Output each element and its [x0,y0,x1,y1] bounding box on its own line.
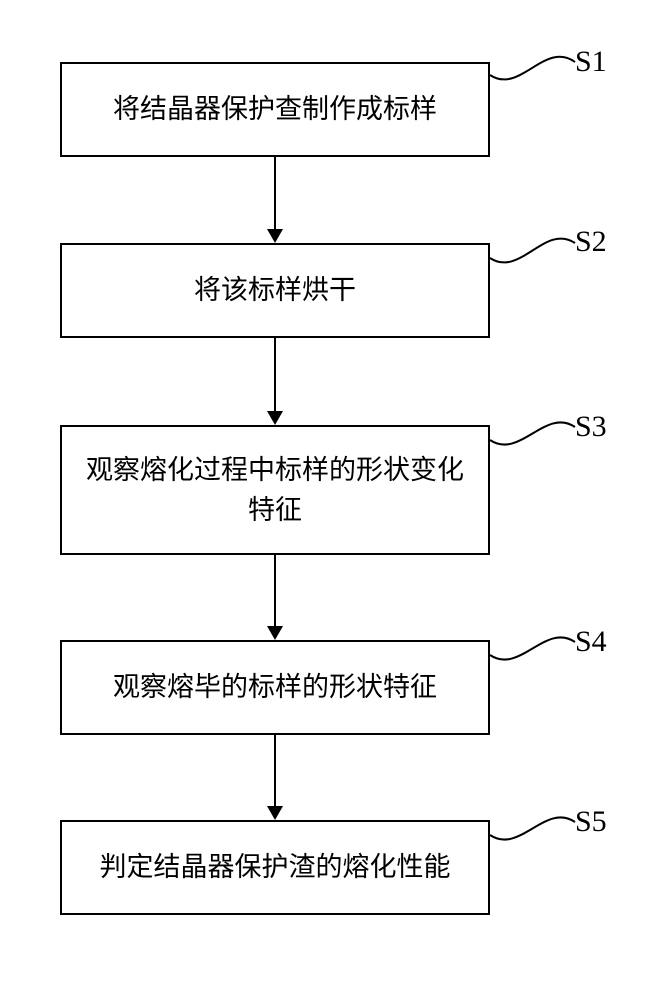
step-text: 判定结晶器保护渣的熔化性能 [100,847,451,888]
arrow-line [274,157,276,229]
step-text: 观察熔毕的标样的形状特征 [113,667,437,708]
arrow-line [274,735,276,806]
arrow-head [267,626,283,640]
arrow-head [267,806,283,820]
step-label-s5: S5 [575,805,607,839]
arrow-line [274,338,276,411]
flowchart-container: 将结晶器保护查制作成标样 将该标样烘干 观察熔化过程中标样的形状变化特征 观察熔… [0,0,672,1000]
step-box-s3: 观察熔化过程中标样的形状变化特征 [60,425,490,555]
step-text: 将该标样烘干 [194,270,356,311]
step-box-s4: 观察熔毕的标样的形状特征 [60,640,490,735]
step-box-s1: 将结晶器保护查制作成标样 [60,62,490,157]
arrow-head [267,229,283,243]
arrow-head [267,411,283,425]
step-label-s2: S2 [575,225,607,259]
step-label-s3: S3 [575,410,607,444]
step-label-s1: S1 [575,45,607,79]
step-text: 观察熔化过程中标样的形状变化特征 [78,450,472,531]
step-box-s5: 判定结晶器保护渣的熔化性能 [60,820,490,915]
step-text: 将结晶器保护查制作成标样 [113,89,437,130]
arrow-line [274,555,276,626]
step-box-s2: 将该标样烘干 [60,243,490,338]
step-label-s4: S4 [575,625,607,659]
